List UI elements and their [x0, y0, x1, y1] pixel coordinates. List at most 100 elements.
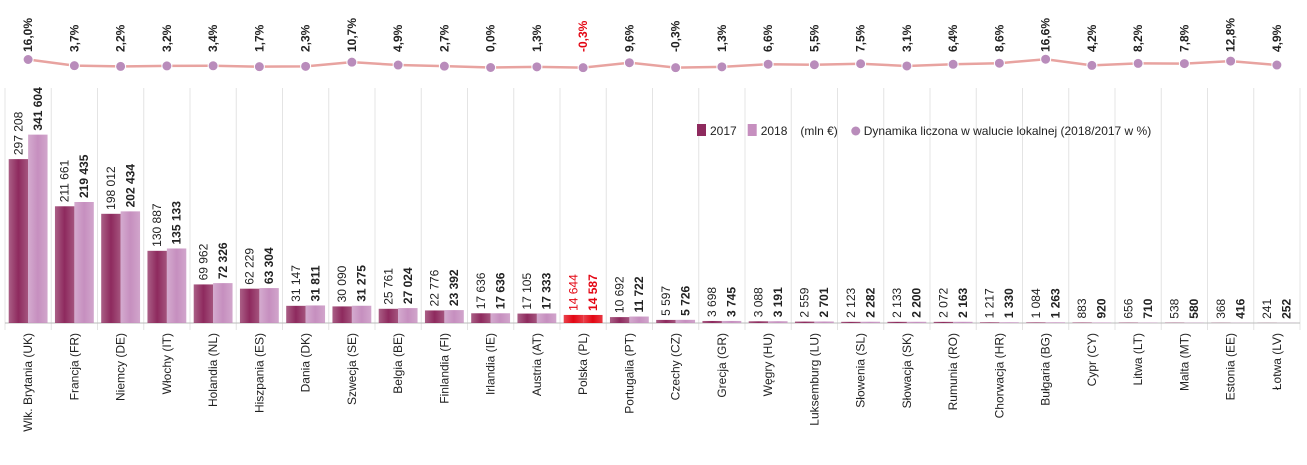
value-label: 72 326 [216, 242, 230, 279]
value-label: 1 263 [1048, 288, 1062, 318]
line-marker [855, 58, 867, 70]
line-marker [993, 57, 1005, 69]
value-label: 25 761 [381, 268, 395, 305]
value-label: 3 088 [751, 287, 765, 317]
value-label: 2 282 [863, 287, 877, 317]
value-label: 30 090 [335, 265, 349, 302]
bar [675, 319, 696, 323]
value-label: 5 726 [678, 285, 692, 315]
value-label: 69 962 [196, 243, 210, 280]
x-tick-label: Łotwa (LV) [1270, 333, 1284, 390]
value-label: 31 147 [289, 265, 303, 302]
line-value-label: -0,3% [669, 20, 683, 52]
line-value-label: 3,7% [67, 24, 81, 52]
line-value-label: 3,1% [900, 24, 914, 52]
value-label: 1 084 [1029, 288, 1043, 318]
value-label: 130 887 [150, 203, 164, 247]
value-label: 5 597 [659, 286, 673, 316]
value-label: 2 701 [817, 287, 831, 317]
bar [794, 321, 815, 323]
value-label: 2 200 [910, 287, 924, 317]
line-marker [623, 57, 635, 69]
x-tick-label: Słowenia (SL) [854, 333, 868, 408]
value-label: 252 [1280, 299, 1294, 319]
bar [424, 310, 445, 323]
bar [398, 308, 418, 323]
bar [101, 213, 121, 323]
line-value-label: 8,6% [992, 24, 1006, 52]
line-value-label: 2,7% [437, 24, 451, 52]
bar [28, 134, 48, 323]
line-marker [115, 60, 127, 72]
bar [444, 310, 464, 323]
value-label: 2 123 [844, 287, 858, 317]
line-marker [531, 61, 543, 73]
line-value-label: 0,0% [484, 24, 498, 52]
line-value-label: 3,2% [160, 24, 174, 52]
bar [702, 320, 722, 323]
value-label: 2 072 [936, 288, 950, 318]
line-value-label: 8,2% [1131, 24, 1145, 52]
value-label: 31 811 [308, 265, 322, 301]
line-value-label: 6,4% [946, 24, 960, 52]
line-marker [670, 62, 682, 74]
value-label: 883 [1075, 298, 1089, 318]
value-label: 580 [1187, 298, 1201, 318]
line-marker [1132, 57, 1144, 69]
legend-swatch [697, 124, 706, 136]
value-label: 17 636 [493, 272, 507, 309]
line-value-label: 7,8% [1177, 24, 1191, 52]
bar [74, 201, 94, 323]
line-marker [1271, 59, 1283, 71]
line-marker [1225, 55, 1237, 67]
x-tick-label: Chorwacja (HR) [992, 333, 1006, 418]
value-label: 1 330 [1002, 288, 1016, 318]
bar [378, 308, 399, 323]
bar [120, 211, 141, 323]
bar [563, 314, 584, 323]
value-label: 1 217 [983, 288, 997, 318]
value-label: 10 692 [613, 276, 627, 313]
bar [721, 320, 742, 323]
line-marker [762, 58, 774, 70]
line-value-label: 1,3% [715, 24, 729, 52]
x-tick-label: Czechy (CZ) [669, 333, 683, 400]
bar [332, 306, 352, 323]
bar [1091, 322, 1112, 323]
line-marker [253, 61, 265, 73]
value-label: 3 191 [771, 287, 785, 317]
x-tick-label: Węgry (HU) [761, 333, 775, 396]
value-label: 710 [1141, 298, 1155, 318]
value-label: 11 722 [632, 276, 646, 312]
line-marker [808, 59, 820, 71]
value-label: 62 229 [243, 248, 257, 285]
x-tick-label: Słowacja (SK) [900, 333, 914, 408]
line-marker [300, 60, 312, 72]
bar [471, 313, 491, 323]
line-marker [68, 60, 80, 72]
bar [193, 284, 214, 323]
legend-marker [851, 126, 861, 136]
bar [979, 322, 1000, 323]
line-value-label: 4,9% [1270, 24, 1284, 52]
value-label: 202 434 [123, 164, 137, 208]
value-label: 14 587 [586, 274, 600, 311]
x-tick-label: Bułgaria (BG) [1039, 333, 1053, 406]
bar [517, 313, 537, 323]
line-marker [346, 56, 358, 68]
bar [213, 283, 233, 323]
bar [609, 317, 630, 323]
line-value-label: 4,9% [391, 24, 405, 52]
bar [54, 206, 75, 323]
value-label: 23 392 [447, 269, 461, 306]
x-tick-label: Litwa (LT) [1131, 333, 1145, 385]
line-marker [1178, 58, 1190, 70]
x-tick-label: Dania (DK) [299, 333, 313, 392]
bar [860, 321, 881, 323]
line-value-label: 4,2% [1085, 24, 1099, 52]
line-value-label: 12,8% [1224, 18, 1238, 52]
line-value-label: 16,6% [1039, 18, 1053, 52]
line-marker [577, 62, 589, 74]
value-label: 2 559 [798, 287, 812, 317]
x-tick-label: Grecja (GR) [715, 333, 729, 398]
